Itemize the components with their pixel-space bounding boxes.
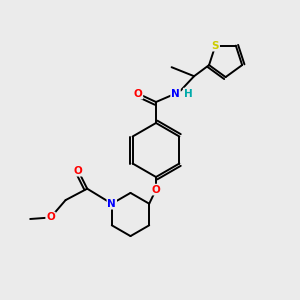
Text: O: O: [152, 184, 160, 195]
Text: O: O: [46, 212, 55, 223]
Text: H: H: [184, 88, 193, 99]
Text: N: N: [171, 88, 180, 99]
Text: O: O: [74, 166, 82, 176]
Text: S: S: [212, 40, 219, 51]
Text: O: O: [134, 88, 142, 99]
Text: N: N: [107, 199, 116, 209]
